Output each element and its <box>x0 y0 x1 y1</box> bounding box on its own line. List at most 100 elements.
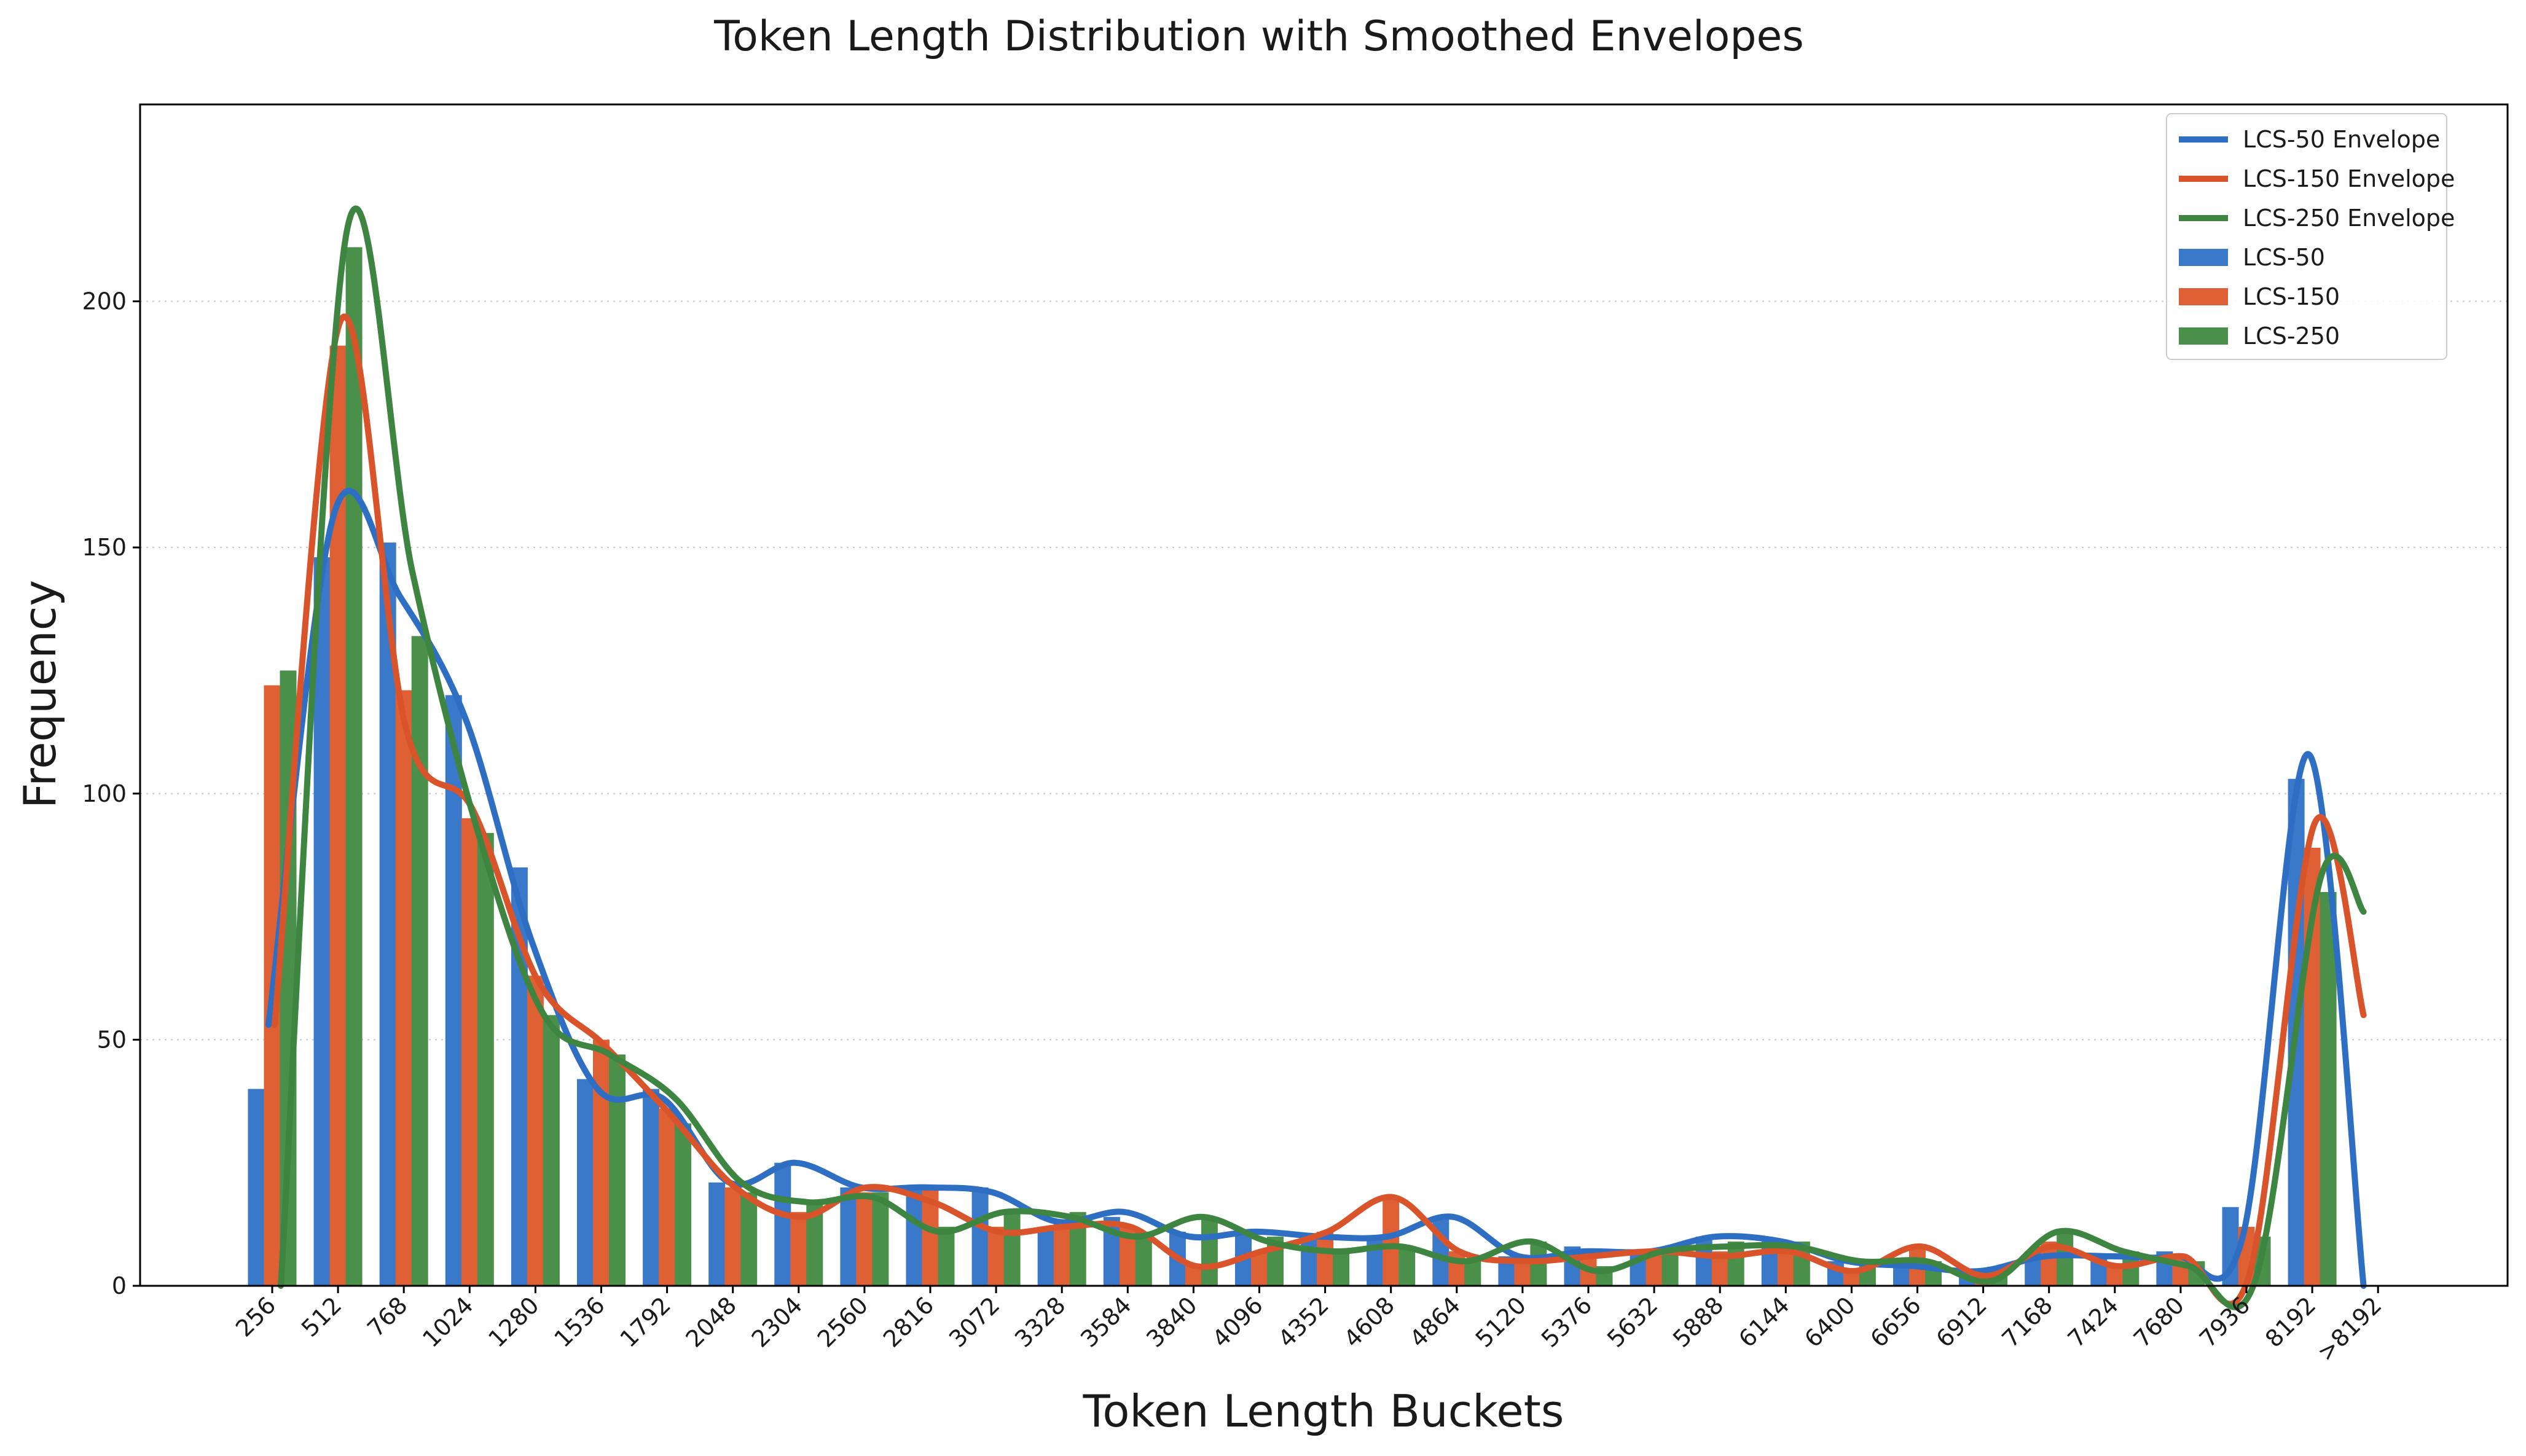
bars <box>248 247 2337 1286</box>
bar-lcs-50 <box>248 1089 265 1286</box>
legend-swatch-bar <box>2179 327 2228 345</box>
x-tick-label: 6400 <box>1799 1291 1861 1353</box>
x-tick-label: 6144 <box>1733 1291 1795 1353</box>
bar-lcs-50 <box>840 1187 857 1286</box>
bar-lcs-250 <box>1333 1251 1350 1286</box>
x-tick-label: 1280 <box>483 1291 544 1353</box>
bar-lcs-50 <box>708 1182 726 1286</box>
x-tick-label: 4608 <box>1339 1291 1400 1353</box>
x-tick-label: >8192 <box>2312 1291 2387 1366</box>
x-tick-label: 8192 <box>2260 1291 2321 1353</box>
bar-lcs-250 <box>675 1123 692 1286</box>
y-tick-label: 150 <box>82 534 127 561</box>
bar-lcs-250 <box>740 1192 758 1286</box>
bar-lcs-150 <box>2106 1266 2124 1286</box>
envelope-lines <box>265 205 2367 1310</box>
bar-lcs-150 <box>527 976 544 1286</box>
bar-lcs-250 <box>1135 1231 1152 1286</box>
x-axis: 256 512 768 1024 1280 1536 1792 2048 2304 2560 281… <box>230 1286 2387 1366</box>
x-tick-label: 3328 <box>1010 1291 1071 1353</box>
x-tick-label: 512 <box>296 1291 347 1342</box>
y-axis-label: Frequency <box>14 580 66 808</box>
x-tick-label: 1024 <box>417 1291 479 1353</box>
legend-label: LCS-150 Envelope <box>2243 165 2455 192</box>
bar-lcs-150 <box>1251 1251 1268 1286</box>
bar-lcs-50 <box>1893 1266 1910 1286</box>
legend-swatch-bar <box>2179 288 2228 305</box>
bar-lcs-150 <box>790 1211 807 1286</box>
bar-lcs-50 <box>1301 1236 1318 1286</box>
legend-label: LCS-50 Envelope <box>2243 126 2440 153</box>
bar-lcs-50 <box>313 557 331 1286</box>
x-tick-label: 768 <box>362 1291 412 1342</box>
bar-lcs-250 <box>872 1192 889 1286</box>
x-tick-label: 2048 <box>681 1291 742 1353</box>
legend: LCS-50 Envelope LCS-150 Envelope LCS-250 E… <box>2166 113 2455 360</box>
bar-lcs-150 <box>395 690 412 1286</box>
bar-lcs-150 <box>1383 1197 1400 1286</box>
bar-lcs-250 <box>477 832 494 1286</box>
y-tick-label: 100 <box>82 780 127 807</box>
x-tick-label: 6656 <box>1865 1291 1926 1353</box>
y-tick-label: 50 <box>97 1026 127 1053</box>
y-tick-label: 200 <box>82 288 127 315</box>
bar-lcs-150 <box>1053 1221 1070 1286</box>
bar-lcs-150 <box>659 1108 676 1286</box>
envelope-lcs-250-envelope <box>278 205 2367 1310</box>
x-tick-label: 4352 <box>1273 1291 1334 1353</box>
bar-lcs-250 <box>1398 1246 1416 1286</box>
x-tick-label: 2816 <box>878 1291 939 1353</box>
legend-label: LCS-50 <box>2243 244 2325 271</box>
x-tick-label: 2304 <box>747 1291 808 1353</box>
bar-lcs-250 <box>543 1015 560 1286</box>
bar-lcs-50 <box>906 1187 923 1286</box>
legend-label: LCS-250 <box>2243 323 2340 350</box>
bar-lcs-250 <box>2320 892 2337 1286</box>
x-tick-label: 4096 <box>1207 1291 1268 1353</box>
bar-lcs-250 <box>1201 1216 1218 1286</box>
x-tick-label: 3584 <box>1075 1291 1137 1353</box>
x-tick-label: 3840 <box>1141 1291 1202 1353</box>
x-tick-label: 5632 <box>1602 1291 1663 1353</box>
x-tick-label: 5120 <box>1470 1291 1532 1353</box>
bar-lcs-250 <box>345 247 363 1286</box>
x-tick-label: 7168 <box>1997 1291 2058 1353</box>
bar-lcs-150 <box>987 1226 1005 1286</box>
bar-lcs-150 <box>593 1039 610 1286</box>
bar-lcs-150 <box>856 1192 873 1286</box>
chart-title: Token Length Distribution with Smoothed … <box>713 12 1804 61</box>
legend-label: LCS-250 Envelope <box>2243 205 2455 232</box>
x-tick-label: 1536 <box>549 1291 610 1353</box>
gridlines <box>140 300 2508 1041</box>
x-tick-label: 5376 <box>1536 1291 1598 1353</box>
bar-lcs-50 <box>1037 1226 1054 1286</box>
bar-lcs-50 <box>774 1162 791 1286</box>
bar-lcs-150 <box>329 345 347 1286</box>
x-tick-label: 7424 <box>2063 1291 2124 1353</box>
bar-lcs-250 <box>609 1054 626 1286</box>
x-tick-label: 3072 <box>944 1291 1005 1353</box>
bar-lcs-250 <box>411 636 428 1286</box>
bar-lcs-250 <box>938 1226 955 1286</box>
bar-lcs-150 <box>1317 1231 1334 1286</box>
x-tick-label: 1792 <box>614 1291 676 1353</box>
y-axis: 0 50 100 150 200 <box>82 288 140 1299</box>
bar-lcs-250 <box>1464 1261 1481 1286</box>
x-axis-label: Token Length Buckets <box>1083 1385 1564 1437</box>
plot-frame <box>139 103 2509 1287</box>
bar-lcs-150 <box>1448 1251 1465 1286</box>
y-tick-label: 0 <box>112 1272 127 1299</box>
legend-box <box>2166 113 2447 360</box>
bar-lcs-150 <box>724 1187 742 1286</box>
bar-lcs-250 <box>1003 1211 1021 1286</box>
x-tick-label: 7680 <box>2128 1291 2190 1353</box>
x-tick-label: 2560 <box>812 1291 874 1353</box>
legend-label: LCS-150 <box>2243 283 2340 310</box>
bar-lcs-150 <box>461 818 478 1286</box>
bar-lcs-50 <box>1695 1236 1712 1286</box>
x-tick-label: 4864 <box>1405 1291 1466 1353</box>
bar-lcs-50 <box>971 1187 989 1286</box>
bar-lcs-50 <box>577 1079 594 1286</box>
legend-swatch-bar <box>2179 249 2228 266</box>
